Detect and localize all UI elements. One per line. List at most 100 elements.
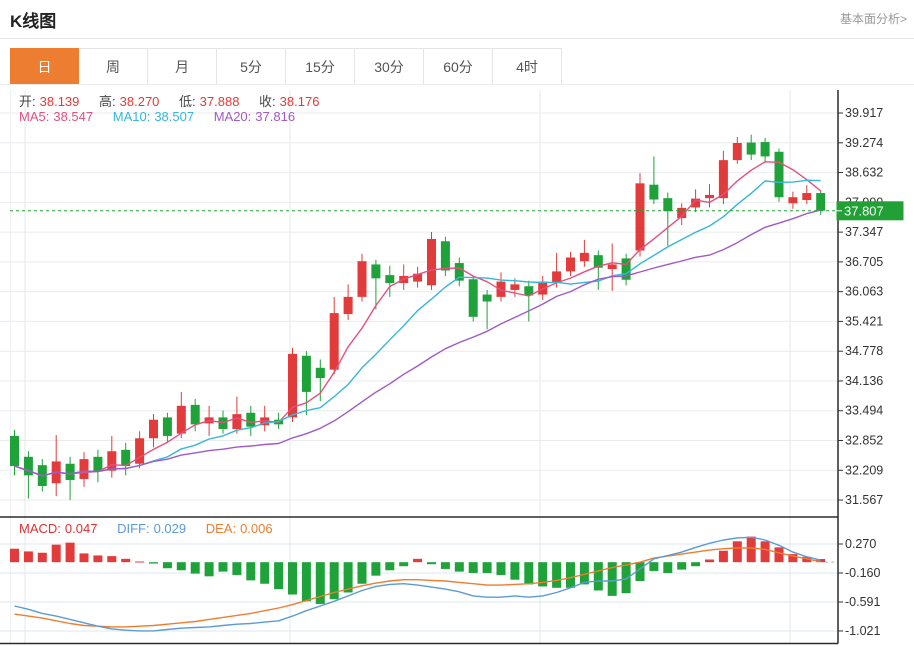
candle-up — [232, 414, 242, 429]
candle-up — [107, 451, 117, 471]
period-tab-5[interactable]: 30分 — [355, 48, 424, 85]
macd-bar-up — [788, 554, 798, 563]
macd-bar-down — [677, 562, 687, 570]
macd-bar-up — [121, 558, 131, 563]
candle-up — [691, 198, 701, 208]
period-tab-2[interactable]: 月 — [148, 48, 217, 85]
candle-down — [162, 417, 172, 436]
period-tab-6[interactable]: 60分 — [424, 48, 493, 85]
ma10-line — [14, 179, 821, 477]
diff-label: DIFF: — [117, 521, 150, 536]
macd-bar-down — [260, 562, 270, 584]
macd-bar-down — [427, 562, 436, 565]
open-label: 开: — [19, 94, 36, 109]
diff-line — [14, 536, 821, 632]
macd-bar-up — [93, 555, 103, 563]
candle-up — [288, 353, 297, 418]
header-divider — [0, 38, 914, 39]
dea-value: 0.006 — [240, 521, 273, 536]
price-axis-label: 37.347 — [845, 225, 883, 239]
price-axis-label: 33.494 — [845, 404, 883, 418]
current-price-tag-text: 37.807 — [844, 203, 884, 218]
ma20-value: 37.816 — [255, 109, 296, 124]
macd-bar-down — [246, 562, 256, 581]
macd-bar-down — [399, 562, 409, 567]
macd-bar-down — [621, 562, 631, 594]
ma5-value: 38.547 — [53, 109, 94, 124]
candle-up — [427, 238, 436, 286]
ma-readout: MA5: 38.547 MA10: 38.507 MA20: 37.816 — [19, 109, 299, 124]
macd-bar-down — [635, 562, 645, 582]
macd-bar-down — [232, 562, 242, 575]
price-axis-label: 39.274 — [845, 136, 883, 150]
price-axis-label: 38.632 — [845, 166, 883, 180]
macd-bar-up — [732, 541, 742, 563]
candle-down — [663, 198, 673, 212]
macd-bar-down — [218, 562, 228, 572]
candle-up — [732, 142, 742, 161]
macd-bar-down — [162, 562, 172, 569]
macd-axis-label: -0.160 — [845, 566, 880, 580]
period-tab-0[interactable]: 日 — [10, 48, 79, 85]
period-tab-3[interactable]: 5分 — [217, 48, 286, 85]
macd-bar-down — [566, 562, 575, 588]
dea-line — [14, 547, 821, 628]
macd-bar-down — [649, 562, 659, 571]
candle-up — [149, 419, 158, 439]
macd-bar-down — [482, 562, 492, 573]
macd-bar-down — [301, 562, 311, 602]
candle-down — [482, 294, 492, 302]
macd-bar-up — [107, 556, 117, 563]
macd-axis-label: 0.270 — [845, 537, 876, 551]
macd-bar-down — [510, 562, 520, 580]
price-axis-label: 32.852 — [845, 433, 883, 447]
high-value: 38.270 — [119, 94, 160, 109]
candle-down — [593, 255, 603, 268]
price-axis-label: 34.136 — [845, 374, 883, 388]
candle-down — [190, 404, 200, 425]
candle-up — [413, 273, 423, 282]
macd-bar-down — [552, 562, 562, 588]
fundamental-analysis-link[interactable]: 基本面分析> — [839, 12, 907, 26]
candle-down — [524, 286, 534, 296]
candle-down — [440, 241, 450, 271]
candle-up — [705, 194, 714, 199]
macd-bar-up — [37, 552, 47, 563]
macd-bar-down — [385, 562, 395, 571]
candle-up — [802, 193, 812, 201]
period-tabs: 日周月 5分 15分 30分 60分 4时 — [10, 48, 562, 85]
macd-axis-label: -0.591 — [845, 595, 880, 609]
macd-bar-down — [343, 562, 353, 593]
candle-down — [10, 435, 19, 467]
candle-up — [176, 405, 186, 434]
candle-down — [746, 142, 756, 155]
macd-bar-up — [705, 559, 714, 563]
macd-bar-up — [746, 536, 756, 563]
macd-bar-up — [135, 561, 145, 563]
price-axis-label: 35.421 — [845, 314, 883, 328]
macd-bar-up — [760, 541, 770, 563]
price-axis-label: 31.567 — [845, 493, 883, 507]
price-axis-label: 36.705 — [845, 255, 883, 269]
candle-up — [579, 252, 589, 262]
candle-down — [621, 258, 631, 280]
candle-up — [635, 183, 645, 251]
macd-bar-down — [149, 562, 158, 564]
close-value: 38.176 — [279, 94, 320, 109]
price-axis-label: 36.063 — [845, 285, 883, 299]
macd-bar-up — [718, 550, 728, 563]
macd-label: MACD: — [19, 521, 61, 536]
macd-bar-down — [371, 562, 381, 576]
candle-up — [510, 284, 520, 290]
candle-down — [301, 355, 311, 392]
low-value: 37.888 — [199, 94, 240, 109]
macd-bar-up — [51, 544, 61, 563]
candle-down — [468, 279, 478, 317]
macd-bar-up — [79, 553, 89, 563]
candle-down — [760, 142, 770, 157]
candle-up — [788, 197, 798, 204]
dea-label: DEA: — [205, 521, 237, 536]
ma20-label: MA20: — [213, 109, 252, 124]
close-label: 收: — [259, 94, 276, 109]
